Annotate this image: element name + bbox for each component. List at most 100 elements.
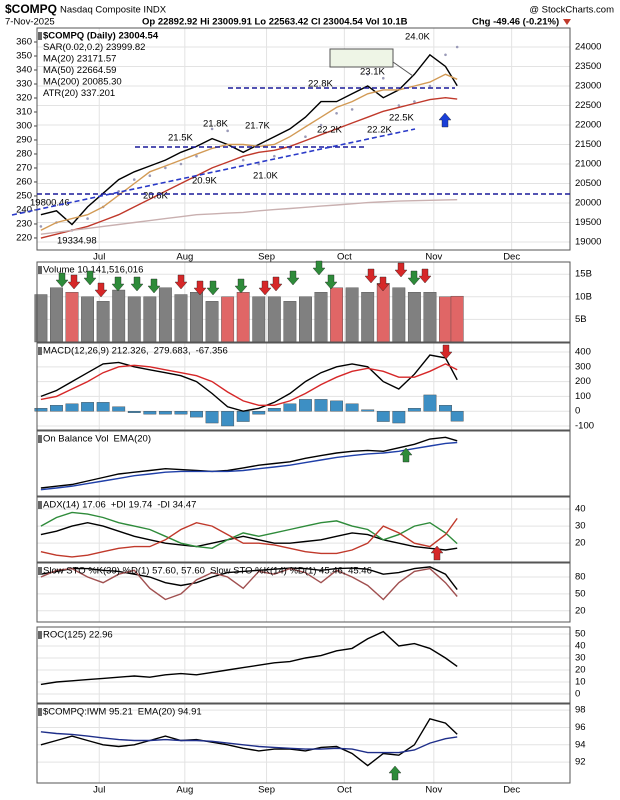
bar [361, 292, 375, 343]
legend-entry: -DI 34.47 [157, 500, 196, 511]
y2-tick-label: 220 [16, 232, 32, 243]
annotation: 24.0K [405, 32, 430, 43]
legend-entry: $COMPQ (Daily) 23004.54 [43, 31, 159, 42]
sar-dot [444, 53, 447, 57]
series-line [40, 630, 458, 686]
y-tick-label: 10B [575, 291, 592, 302]
y-tick-label: 0 [575, 689, 580, 700]
sar-dot [273, 154, 276, 158]
y2-tick-label: 290 [16, 134, 32, 145]
sar-dot [195, 154, 198, 158]
y2-tick-label: 260 [16, 176, 32, 187]
panel-frame [36, 261, 571, 343]
x-tick-label: Aug [176, 785, 193, 796]
y-tick-label: 23000 [575, 81, 601, 92]
legend-entry: SAR(0.02,0.2) 23999.82 [43, 42, 145, 53]
annotation: 19800.46 [30, 198, 70, 209]
bar [423, 292, 437, 343]
bar [65, 292, 79, 343]
symbol: $COMPQ [5, 2, 57, 16]
signal-arrow [376, 276, 390, 292]
y-tick-label: 400 [575, 347, 591, 358]
x-tick-label: Nov [425, 785, 442, 796]
bar [314, 399, 328, 412]
bar [439, 405, 452, 412]
panel-frame [36, 496, 571, 563]
annotation: 23.1K [360, 67, 385, 78]
panel-frame [36, 342, 571, 431]
sar-dot [304, 135, 307, 138]
bar [376, 411, 390, 422]
signal-arrow [111, 276, 125, 292]
marks: 1900019500200002050021000215002200022500… [16, 27, 601, 796]
bar [127, 296, 141, 343]
sar-dot [428, 84, 432, 88]
series-line [40, 511, 458, 550]
legend-entry: +DI 19.74 [111, 500, 152, 511]
sar-dot [210, 127, 214, 131]
legend-entry: Slow STO %K(14) %D(1) 45.46, 45.46 [210, 566, 372, 577]
legend-entry: MA(200) 20085.30 [43, 77, 122, 88]
x-tick-label: Aug [176, 252, 193, 263]
legend-icon [38, 347, 42, 355]
sar-dot [335, 111, 338, 115]
annotation: 21.7K [245, 121, 270, 132]
bar [143, 411, 157, 415]
series-line [40, 731, 458, 754]
sar-dot [39, 225, 43, 228]
bar [345, 287, 359, 343]
sar-dot [455, 45, 459, 49]
x-tick-label: Sep [258, 785, 275, 796]
sar-dot [413, 100, 416, 103]
y-tick-label: 20 [575, 605, 586, 616]
bar [330, 400, 343, 412]
sar-dot [366, 72, 369, 76]
bar [174, 294, 188, 343]
series-line [40, 363, 458, 406]
annotation: 20.6K [143, 191, 168, 202]
price-annotations [11, 48, 570, 216]
down-marker [563, 19, 571, 25]
signal-arrow [55, 272, 69, 288]
y-tick-label: 10 [575, 677, 586, 688]
bar [50, 287, 63, 343]
bar [174, 411, 188, 415]
bar [81, 402, 95, 412]
bar [96, 301, 110, 343]
bar [252, 296, 266, 343]
y-tick-label: 22500 [575, 100, 601, 111]
bar [314, 292, 328, 343]
legend-entry: EMA(20) 94.91 [138, 707, 202, 718]
y-tick-label: 19500 [575, 217, 601, 228]
sar-dot [132, 178, 136, 181]
date: 7-Nov-2025 [5, 17, 55, 28]
y-tick-label: 15B [575, 269, 592, 280]
signal-arrow [206, 280, 220, 296]
signal-arrow [67, 274, 81, 290]
x-tick-label: Oct [337, 785, 352, 796]
annotation: 20.9K [192, 176, 217, 187]
y-tick-label: 50 [575, 588, 586, 599]
y-tick-label: 30 [575, 652, 586, 663]
series-line [40, 717, 458, 767]
signal-arrow [430, 545, 444, 561]
signal-arrow [130, 276, 144, 292]
bar [330, 287, 343, 343]
legend-entry: MACD(12,26,9) 212.326, [43, 346, 149, 357]
series-line [40, 73, 458, 231]
series-line [40, 441, 458, 491]
legend-entry: Volume 10,141,516,016 [43, 265, 143, 276]
y-tick-label: 98 [575, 705, 586, 716]
legend-entry: 279.683, [154, 346, 191, 357]
signal-arrow [147, 278, 161, 294]
bar [221, 411, 235, 427]
y-tick-label: 94 [575, 739, 586, 750]
y2-tick-label: 230 [16, 218, 32, 229]
bar [299, 296, 312, 343]
signal-arrow [388, 765, 402, 781]
annotation: 21.0K [253, 171, 278, 182]
legend-entry: MA(20) 23171.57 [43, 54, 116, 65]
sar-dot [350, 108, 354, 111]
bar [252, 411, 266, 415]
bar [450, 411, 464, 422]
